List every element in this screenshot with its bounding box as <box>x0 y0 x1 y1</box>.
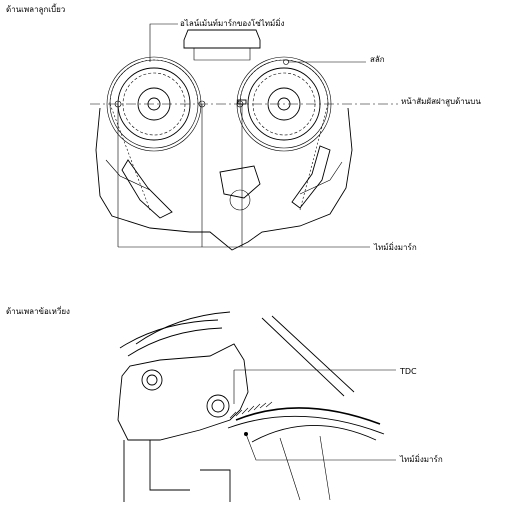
timing-mark-leaders <box>117 104 370 248</box>
cylinder-head-outline <box>95 107 353 251</box>
alignment-mark-label: อไลน์เม้นท์มาร์กของโซ่ไทม์มิ่ง <box>180 19 285 28</box>
timing-chain <box>109 59 329 211</box>
chain-guide-right <box>291 145 331 209</box>
bottom-timing-mark-leader <box>245 433 396 461</box>
tdc-leader <box>233 369 396 404</box>
top-figure-title: ด้านเพลาลูกเบี้ยว <box>6 5 66 14</box>
top-cover-bracket <box>183 29 261 49</box>
camshaft-side-diagram <box>90 23 398 251</box>
alignment-mark-leader <box>149 23 178 62</box>
bottom-timing-mark-label: ไทม์มิ่งมาร์ก <box>400 455 443 464</box>
crankshaft-side-diagram <box>117 311 396 502</box>
cylinder-head-inner-line <box>105 159 343 195</box>
chain-guide-left <box>121 159 173 219</box>
top-timing-mark-label: ไทม์มิ่งมาร์ก <box>374 243 417 252</box>
crank-sprocket-teeth <box>229 401 273 419</box>
pin-label: สลัก <box>370 55 385 64</box>
tdc-label: TDC <box>400 367 417 376</box>
crank-sprocket-arc <box>235 407 381 425</box>
engine-block-outline <box>117 343 249 441</box>
bottom-figure-title: ด้านเพลาข้อเหวี่ยง <box>6 307 70 316</box>
head-face-label: หน้าสัมผัสฝาสูบด้านบน <box>401 97 481 106</box>
